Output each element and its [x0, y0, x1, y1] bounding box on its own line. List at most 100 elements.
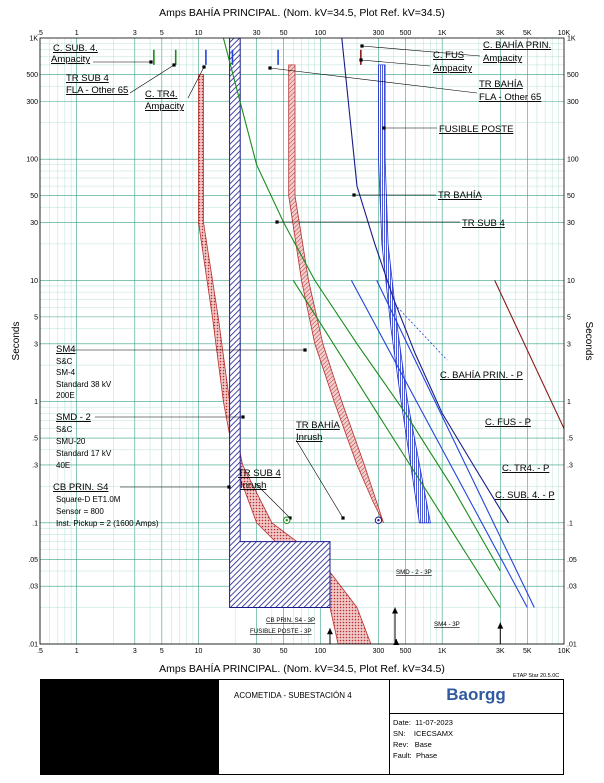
label-fusible-poste: FUSIBLE POSTE: [439, 124, 513, 135]
arrow-head: [391, 607, 398, 614]
y-tick-label-right: 300: [567, 99, 579, 106]
x-tick-label-top: 5K: [523, 30, 532, 37]
tick-labels: .5 .5 1 1 3 3 5 5 10 10 30 30 50 50 100 100 300 300 500 500…: [26, 30, 578, 655]
cb-prin-line-3: Inst. Pickup = 2 (1600 Amps): [56, 519, 159, 528]
arrow-label: SM4 - 3P: [434, 621, 460, 628]
leader-end: [241, 415, 245, 419]
leader-end: [303, 348, 307, 352]
y-tick-label-left: .3: [32, 462, 38, 469]
x-tick-label-top: 5: [160, 30, 164, 37]
sm4-title: SM4: [56, 344, 76, 355]
smd2-line-3: Standard 17 kV: [56, 449, 112, 458]
leader-end: [268, 66, 272, 70]
x-tick-label-bottom: 500: [400, 648, 412, 655]
arrow-label: FUSIBLE POSTE - 3P: [250, 628, 312, 635]
info-date: Date: 11-07-2023: [393, 718, 453, 727]
leader-end: [382, 126, 386, 130]
arrow-head: [326, 628, 333, 635]
arrow-head: [497, 622, 504, 629]
curve-layer: [153, 38, 564, 608]
fusible-dashed-extension: [397, 307, 448, 361]
inrush-marker-center: [377, 519, 380, 522]
x-tick-label-top: 100: [314, 30, 326, 37]
sm4-line-1: S&C: [56, 357, 73, 366]
sm4-line-3: Standard 38 kV: [56, 380, 112, 389]
y-tick-label-right: 50: [567, 193, 575, 200]
leader-end: [149, 60, 153, 64]
y-tick-label-right: .03: [567, 584, 577, 591]
y-tick-label-right: 100: [567, 157, 579, 164]
annotations: C. SUB. 4. Ampacity TR SUB 4 FLA - Other…: [51, 40, 555, 501]
x-tick-label-top: 1K: [438, 30, 447, 37]
leader-end: [341, 516, 345, 520]
series-c-tr4-p: [350, 280, 528, 608]
software-version: ETAP Star 20.5.0C: [513, 673, 560, 679]
y-tick-label-left: 30: [30, 220, 38, 227]
info-rev: Rev: Base: [393, 740, 432, 749]
device-arrows: SMD - 2 - 3P SM4 - 3P CB PRIN. S4 - 3P FUSI…: [250, 569, 504, 645]
x-tick-label-bottom: 3: [133, 648, 137, 655]
series-tr-bahia: [341, 38, 509, 524]
y-tick-label-right: .1: [567, 520, 573, 527]
x-tick-label-top: 500: [400, 30, 412, 37]
band-sm4: [288, 64, 384, 523]
label-tr-sub4-fla: TR SUB 4: [66, 73, 109, 84]
y-tick-label-right: 500: [567, 72, 579, 79]
sm4-line-4: 200E: [56, 391, 75, 400]
label-c-sub4-p: C. SUB. 4. - P: [495, 490, 555, 501]
x-tick-label-top: 3K: [496, 30, 505, 37]
leader-end: [275, 220, 279, 224]
label-tr-bahia-fla: TR BAHÍA: [479, 79, 523, 90]
x-tick-label-bottom: 50: [280, 648, 288, 655]
smd2-line-4: 40E: [56, 461, 70, 470]
leader-end: [172, 63, 176, 67]
arrow-label: CB PRIN. S4 - 3P: [266, 617, 315, 624]
y-tick-label-left: .1: [32, 520, 38, 527]
x-tick-label-top: 1: [75, 30, 79, 37]
label-tr-bahia-fla-2: FLA - Other 65: [479, 92, 541, 103]
label-tr-bahia-inrush: TR BAHÍA: [296, 420, 340, 431]
series-c-bahia-prin-p: [494, 280, 564, 429]
y-tick-label-left: 50: [30, 193, 38, 200]
leader-end: [360, 44, 364, 48]
label-c-sub4: C. SUB. 4.: [53, 43, 98, 54]
label-c-bahia-prin-p: C. BAHÍA PRIN. - P: [440, 370, 523, 381]
label-tr-bahia: TR BAHÍA: [438, 190, 482, 201]
leader-line: [361, 45, 481, 57]
leader-end: [352, 193, 356, 197]
y-axis-label-right: Seconds: [583, 322, 594, 361]
y-tick-label-left: 1K: [29, 36, 38, 43]
sm4-line-2: SM-4: [56, 368, 76, 377]
x-tick-label-bottom: 100: [314, 648, 326, 655]
smd2-line-2: SMU-20: [56, 437, 86, 446]
redacted-area: [41, 680, 218, 774]
label-c-fus: C. FUS: [433, 50, 464, 61]
arrow-head: [393, 638, 400, 645]
y-tick-label-right: 30: [567, 220, 575, 227]
logo-cell: Baorgg: [389, 680, 563, 714]
label-tr-sub4: TR SUB 4: [462, 218, 505, 229]
project-name: ACOMETIDA - SUBESTACIÓN 4: [234, 691, 352, 700]
label-c-sub4-2: Ampacity: [51, 54, 90, 65]
leader-line: [129, 64, 175, 94]
x-tick-label-bottom: 3K: [496, 648, 505, 655]
leader-line: [269, 67, 478, 94]
y-axis-label-left: Seconds: [11, 322, 22, 361]
x-tick-label-top: .5: [37, 30, 43, 37]
x-tick-label-top: 300: [373, 30, 385, 37]
x-tick-label-bottom: 30: [253, 648, 261, 655]
y-tick-label-left: 1: [34, 399, 38, 406]
y-tick-label-left: .01: [28, 642, 38, 649]
y-tick-label-right: .01: [567, 642, 577, 649]
project-cell: ACOMETIDA - SUBESTACIÓN 4: [218, 680, 389, 774]
y-tick-label-left: 10: [30, 278, 38, 285]
leader-end: [359, 58, 363, 62]
leader-lines: [70, 44, 481, 520]
y-tick-label-left: 3: [34, 341, 38, 348]
y-tick-label-right: 3: [567, 341, 571, 348]
title-block: ACOMETIDA - SUBESTACIÓN 4 Baorgg Date: 1…: [40, 679, 564, 775]
label-tr-sub4-inrush-2: Inrush: [240, 480, 266, 491]
arrow-label: SMD - 2 - 3P: [396, 569, 432, 576]
band-smd-2: [198, 74, 372, 644]
label-c-bahia-prin-2: Ampacity: [483, 53, 522, 64]
